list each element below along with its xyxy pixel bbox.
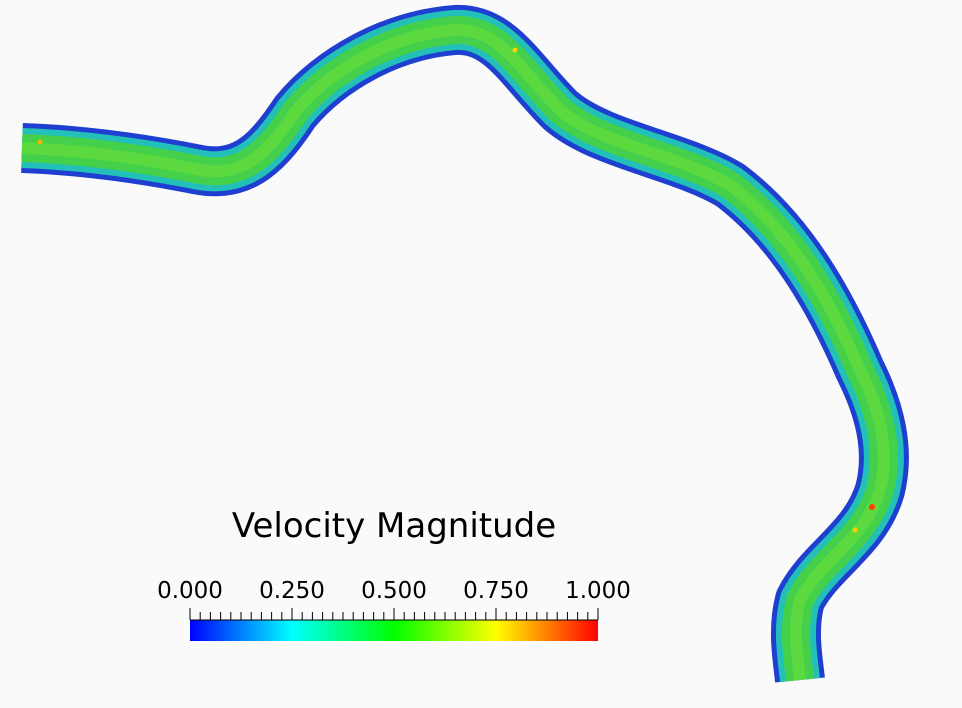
colorbar-gradient (190, 620, 598, 641)
colorbar-tick-label: 0.000 (157, 578, 223, 604)
colorbar-tick-label: 0.500 (361, 578, 427, 604)
colorbar-tick-label: 1.000 (565, 578, 631, 604)
colorbar-ticks (189, 608, 599, 620)
river-velocity-field (21, 5, 909, 683)
velocity-hotspot (852, 527, 858, 533)
velocity-hotspot (512, 47, 518, 53)
velocity-hotspot (37, 139, 43, 145)
colorbar-title: Velocity Magnitude (231, 506, 557, 546)
velocity-hotspot (869, 504, 875, 510)
colorbar-tick-label: 0.250 (259, 578, 325, 604)
colorbar (189, 608, 599, 641)
river-bank-outline (21, 5, 909, 683)
colorbar-tick-label: 0.750 (463, 578, 529, 604)
river-transition-band (21, 10, 904, 683)
river-core-flow (21, 16, 898, 682)
river-core-highlight (21, 23, 890, 681)
